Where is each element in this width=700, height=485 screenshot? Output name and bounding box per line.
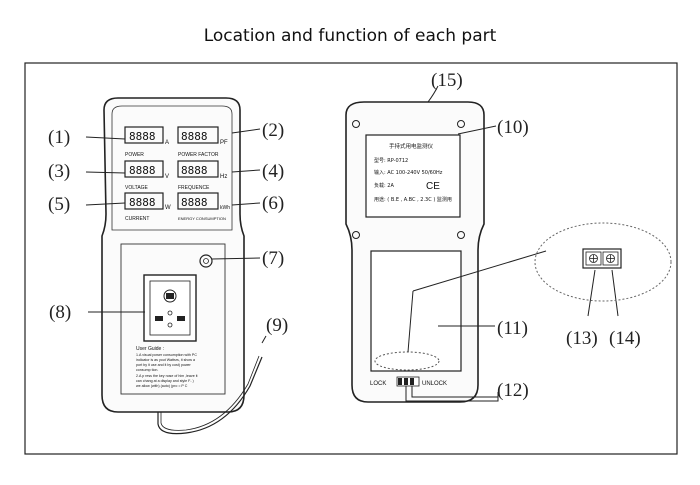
- unit-w: W: [165, 205, 171, 211]
- display-voltage: 8888 V VOLTAGE: [124, 160, 169, 191]
- display-frequency: 8888 Hz FREQUENCE: [177, 160, 227, 191]
- display-voltage-digits: 8888: [129, 164, 156, 177]
- function-button[interactable]: [199, 254, 213, 268]
- screw-hole: [352, 120, 360, 128]
- caption-power: POWER: [125, 152, 144, 158]
- user-guide-line: 2.A p ress the key nose of him ,leave it: [136, 374, 198, 378]
- display-power-digits: 8888: [129, 130, 156, 143]
- display-current-digits: 8888: [129, 196, 156, 209]
- user-guide-line: indicator is as yout Wattsrs, it show a: [136, 358, 195, 362]
- display-energy: 8888 kWh ENERGY CONSUMPTION: [177, 192, 230, 221]
- display-freq-digits: 8888: [181, 164, 208, 177]
- lock-zoom-marker: [374, 351, 440, 371]
- front-leader-lines: [85, 128, 267, 344]
- lock-text: LOCK: [370, 381, 386, 387]
- rating-label-line: 型号: RP-0712: [374, 157, 408, 164]
- screw-hole: [457, 231, 465, 239]
- power-cord: [157, 356, 263, 435]
- user-guide: User Guide : 1.A visual power consumptio…: [136, 346, 198, 388]
- ac-socket: [143, 274, 197, 342]
- zoom-detail-ellipse: [534, 222, 672, 302]
- user-guide-line: we allow (with) (auto) (pro = P C: [136, 384, 188, 388]
- display-current: 8888 W CURRENT: [124, 192, 171, 222]
- label-4: (4): [262, 161, 284, 182]
- caption-voltage: VOLTAGE: [125, 185, 149, 191]
- rating-label-line: 负载: 2A: [374, 182, 394, 189]
- display-pf-digits: 8888: [181, 130, 208, 143]
- front-device: 8888 A POWER 8888 PF POWER FACTOR 8888 V…: [101, 97, 263, 435]
- unit-pf: PF: [220, 140, 228, 146]
- label-15: (15): [431, 70, 463, 91]
- label-1: (1): [48, 127, 70, 148]
- unit-kwh: kWh: [220, 205, 230, 211]
- unlock-text: UNLOCK: [422, 381, 447, 387]
- rating-label-title: 手持式用电监测仪: [389, 142, 434, 150]
- screw-hole: [457, 120, 465, 128]
- page-title: Location and function of each part: [203, 26, 497, 46]
- label-3: (3): [48, 161, 70, 182]
- screw-hole: [352, 231, 360, 239]
- label-12: (12): [497, 380, 529, 401]
- caption-power-factor: POWER FACTOR: [178, 152, 219, 158]
- label-8: (8): [49, 302, 71, 323]
- label-7: (7): [262, 248, 284, 269]
- user-guide-line: port by it use and it by cost) power: [136, 363, 192, 367]
- label-10: (10): [497, 117, 529, 138]
- user-guide-line: consump tion.: [136, 368, 158, 372]
- terminal-block: [582, 248, 622, 269]
- user-guide-title: User Guide :: [136, 346, 164, 352]
- caption-energy: ENERGY CONSUMPTION: [178, 216, 226, 221]
- terminal-screw-icon: [606, 254, 615, 263]
- back-leader-lines: [405, 85, 619, 402]
- display-energy-digits: 8888: [181, 196, 208, 209]
- rating-label-line: 输入: AC 100-240V 50/60Hz: [374, 169, 443, 176]
- label-5: (5): [48, 194, 70, 215]
- terminal-screw-icon: [589, 254, 598, 263]
- back-device: 手持式用电监测仪 型号: RP-0712 输入: AC 100-240V 50/…: [345, 101, 485, 403]
- caption-current: CURRENT: [125, 216, 149, 222]
- ce-mark: CE: [426, 181, 440, 192]
- label-14: (14): [609, 328, 641, 349]
- label-6: (6): [262, 193, 284, 214]
- display-power-factor: 8888 PF POWER FACTOR: [177, 126, 228, 158]
- unit-a: A: [165, 140, 169, 146]
- user-guide-line: can chang at a display and style F- ): [136, 379, 194, 383]
- user-guide-line: 1.A visual power consumption with PC: [136, 353, 197, 357]
- label-9: (9): [266, 315, 288, 336]
- unit-hz: Hz: [220, 174, 227, 180]
- caption-frequence: FREQUENCE: [178, 185, 210, 191]
- diagram-frame: [24, 62, 678, 455]
- label-11: (11): [497, 318, 528, 339]
- front-lower-panel: [120, 243, 226, 395]
- rating-label-line: 用途: ( B.E , A.BC , 2.3C ) 监测用: [374, 196, 452, 203]
- display-power: 8888 A POWER: [124, 126, 169, 158]
- unit-v: V: [165, 174, 169, 180]
- battery-cover: [370, 250, 462, 372]
- rating-label: [365, 134, 461, 218]
- front-display-bezel: [111, 105, 233, 231]
- label-2: (2): [262, 120, 284, 141]
- label-13: (13): [566, 328, 598, 349]
